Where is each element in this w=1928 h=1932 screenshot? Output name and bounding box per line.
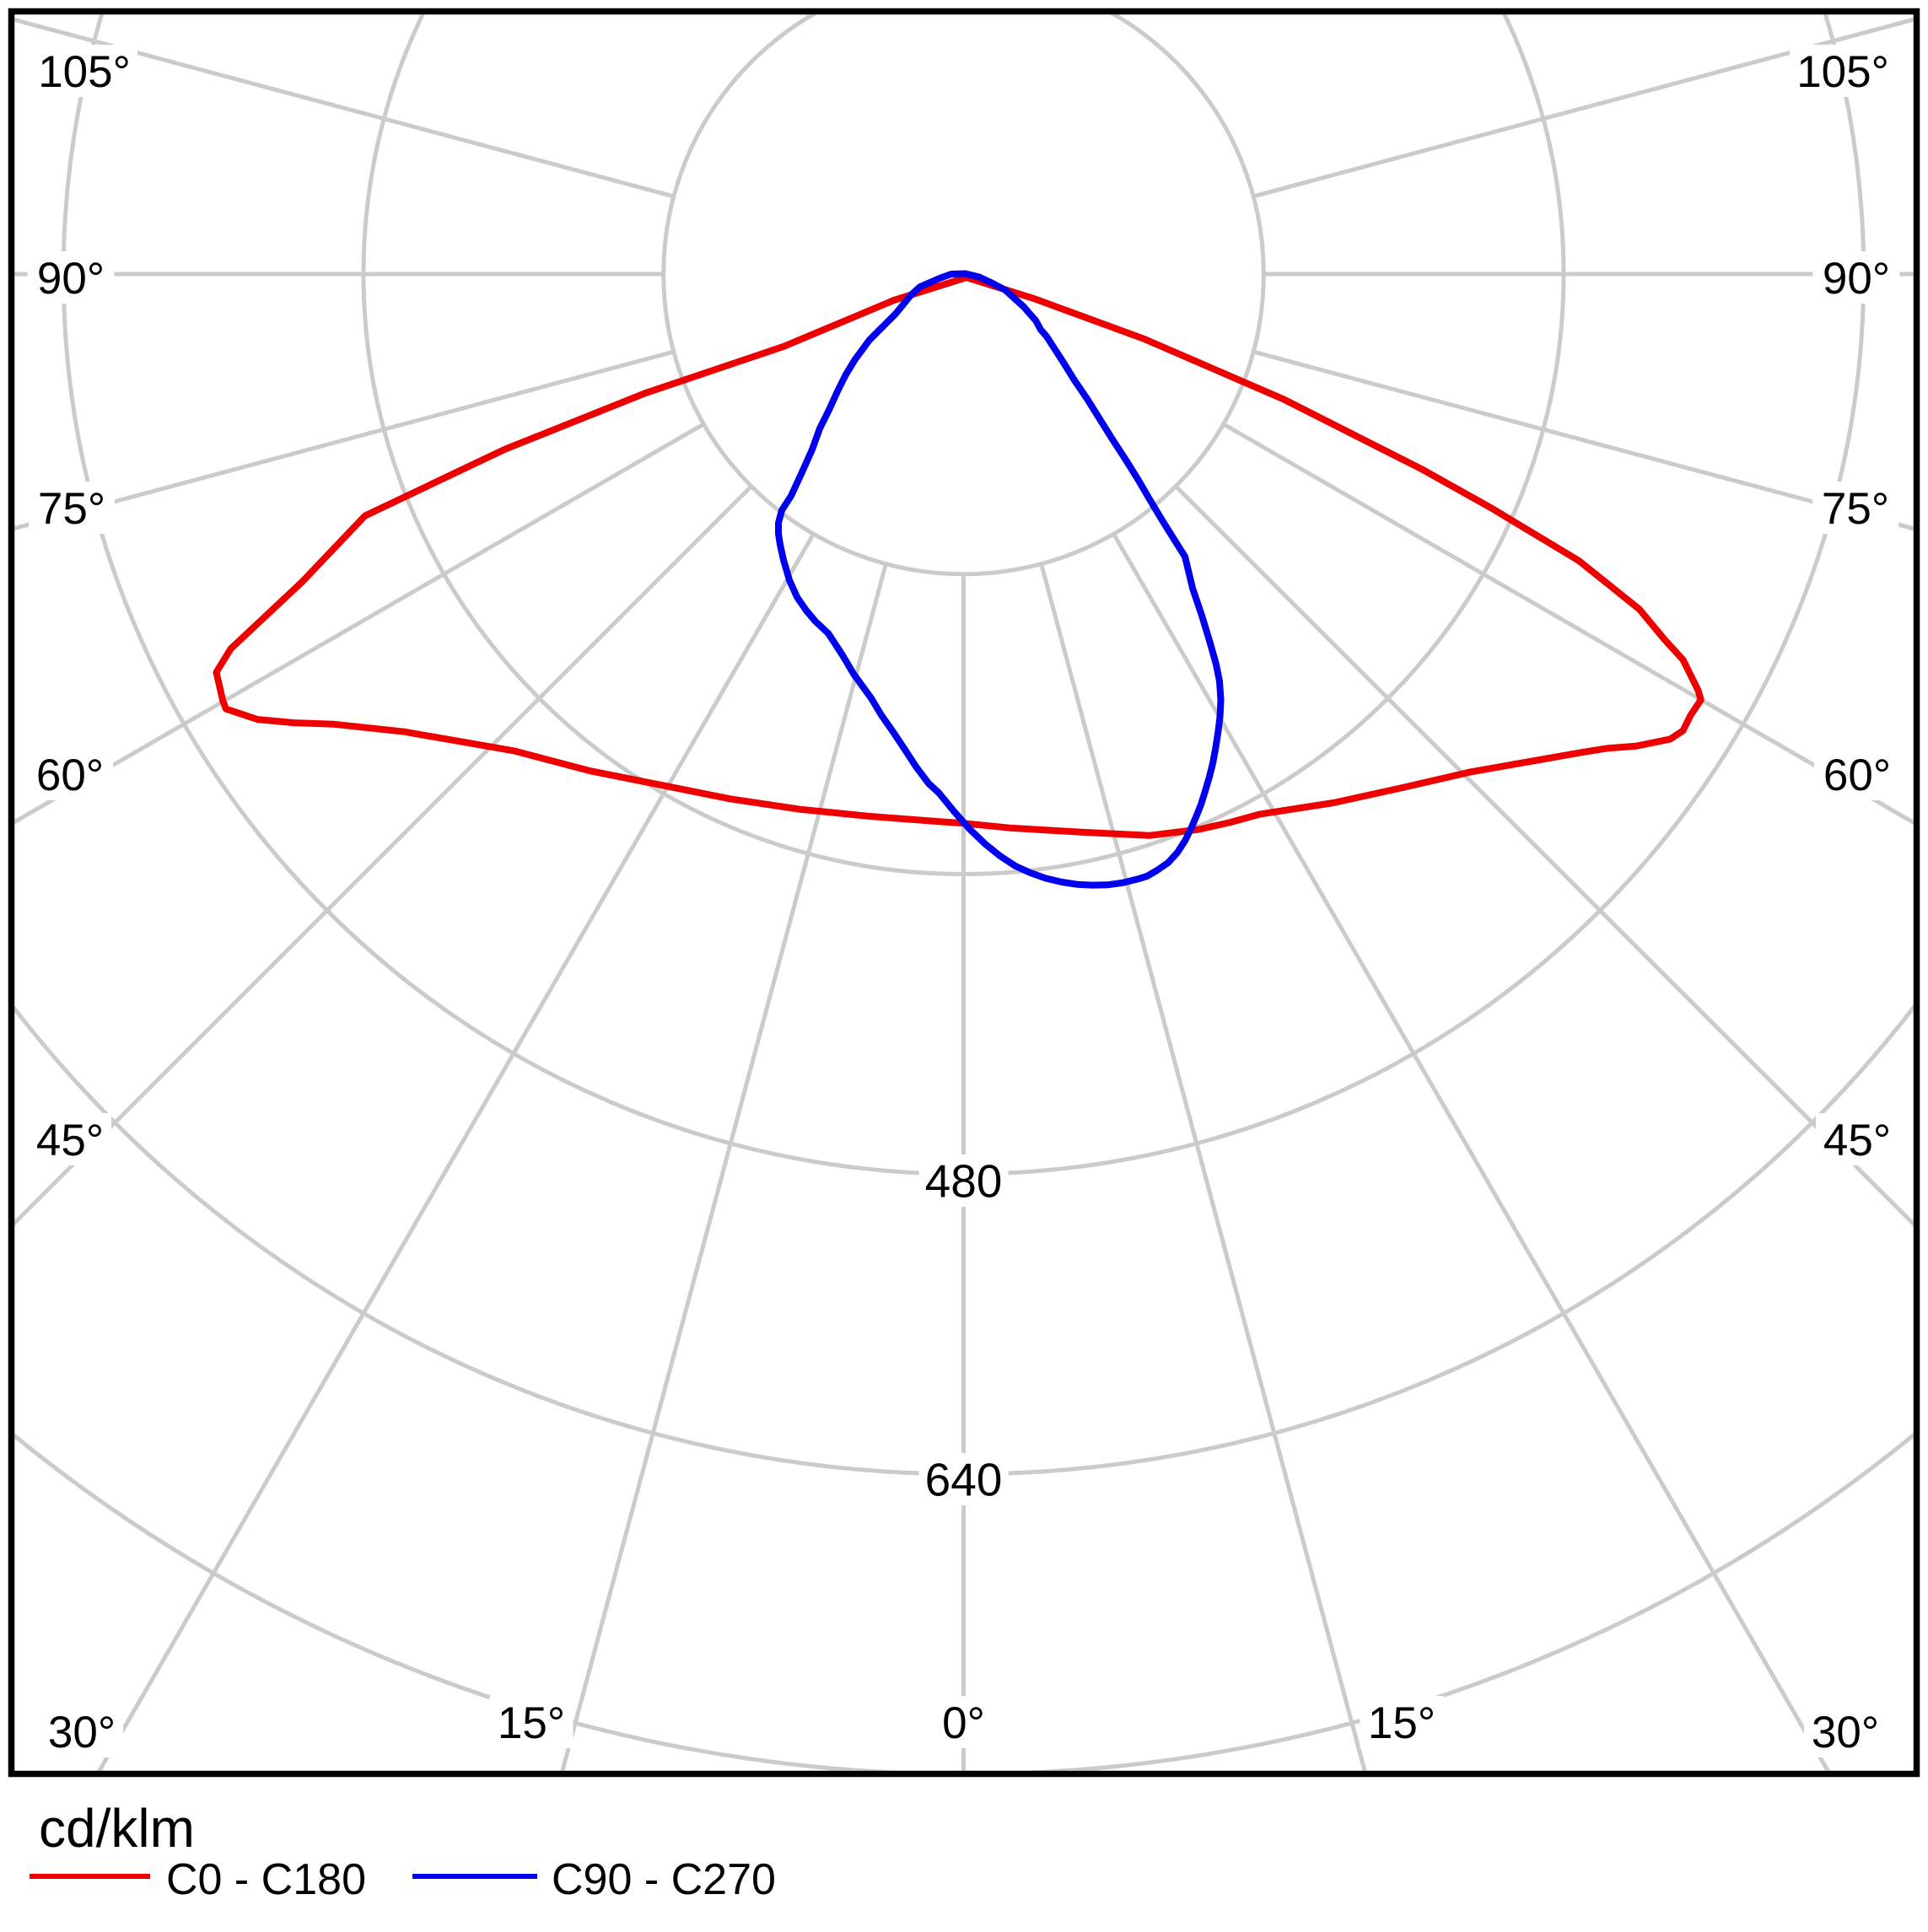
svg-text:30°: 30°: [48, 1708, 116, 1757]
svg-text:480: 480: [925, 1155, 1003, 1208]
svg-text:C0 - C180: C0 - C180: [166, 1855, 366, 1904]
svg-text:60°: 60°: [1823, 751, 1891, 800]
svg-text:90°: 90°: [37, 254, 105, 304]
svg-text:640: 640: [925, 1454, 1003, 1506]
svg-text:75°: 75°: [1822, 484, 1889, 534]
svg-text:45°: 45°: [1823, 1116, 1891, 1165]
svg-text:15°: 15°: [498, 1698, 565, 1748]
svg-text:cd/klm: cd/klm: [39, 1798, 195, 1859]
svg-text:15°: 15°: [1368, 1698, 1435, 1748]
svg-text:0°: 0°: [942, 1698, 985, 1748]
svg-text:60°: 60°: [36, 751, 104, 800]
svg-text:C90 - C270: C90 - C270: [552, 1855, 776, 1904]
svg-text:75°: 75°: [38, 484, 105, 534]
svg-text:45°: 45°: [36, 1116, 104, 1165]
svg-text:30°: 30°: [1812, 1708, 1879, 1757]
svg-text:105°: 105°: [38, 47, 131, 97]
svg-text:90°: 90°: [1823, 254, 1890, 304]
svg-text:105°: 105°: [1796, 47, 1889, 97]
